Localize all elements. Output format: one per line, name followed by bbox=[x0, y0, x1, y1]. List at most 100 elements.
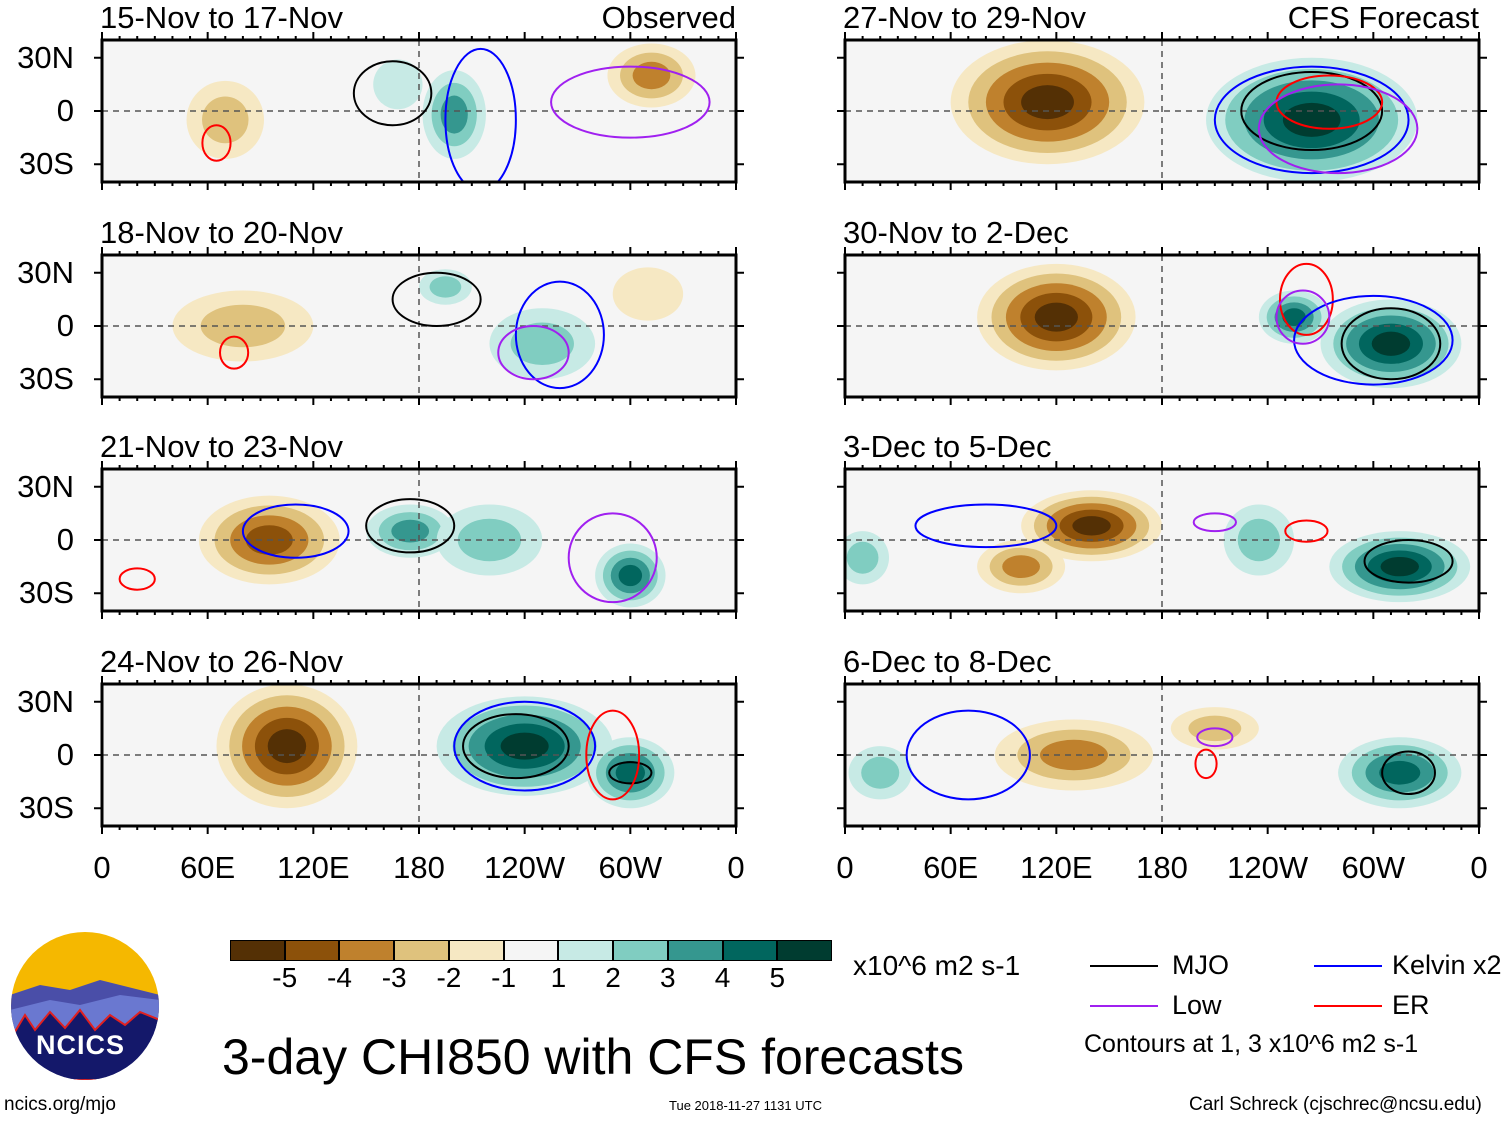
legend-line-kelvin bbox=[1314, 965, 1382, 967]
map-panel bbox=[102, 684, 736, 826]
contour-low bbox=[1196, 727, 1234, 748]
colorbar-label: -2 bbox=[436, 962, 462, 993]
contour-mjo bbox=[365, 498, 456, 554]
lon-tick-label: 120E bbox=[277, 850, 350, 885]
contour-er bbox=[118, 567, 156, 591]
panel-tag: Observed bbox=[601, 0, 736, 35]
contour-kelvin bbox=[1293, 294, 1454, 386]
anomaly-shading bbox=[1371, 331, 1411, 356]
map-panel bbox=[845, 255, 1479, 397]
anomaly-shading bbox=[440, 95, 468, 134]
colorbar-swatch bbox=[667, 940, 723, 961]
panel-title: 3-Dec to 5-Dec bbox=[843, 429, 1052, 464]
figure-title: 3-day CHI850 with CFS forecasts bbox=[222, 1029, 964, 1085]
contour-mjo bbox=[1340, 307, 1442, 381]
anomaly-shading bbox=[861, 756, 900, 789]
map-panel bbox=[845, 40, 1479, 182]
website-link[interactable]: ncics.org/mjo bbox=[4, 1094, 116, 1115]
colorbar-swatch bbox=[230, 940, 285, 961]
lon-tick-label: 0 bbox=[93, 850, 111, 885]
contour-mjo bbox=[608, 761, 653, 785]
lon-tick-label: 60W bbox=[598, 850, 663, 885]
legend-label: Kelvin x2 bbox=[1392, 950, 1502, 980]
colorbar-label: -4 bbox=[327, 962, 352, 993]
contour-er bbox=[1194, 748, 1218, 780]
contour-kelvin bbox=[514, 280, 605, 390]
colorbar-label: 2 bbox=[605, 962, 621, 993]
contour-mjo bbox=[1381, 750, 1436, 796]
contour-low bbox=[1192, 512, 1237, 533]
anomaly-shading bbox=[200, 304, 286, 348]
logo-text: NCICS bbox=[36, 1030, 126, 1060]
anomaly-shading bbox=[846, 541, 879, 574]
lon-tick-label: 120W bbox=[1227, 850, 1309, 885]
anomaly-shading bbox=[1034, 302, 1078, 332]
lon-tick-label: 120E bbox=[1020, 850, 1093, 885]
colorbar-label: 1 bbox=[550, 962, 567, 993]
panel-title: 21-Nov to 23-Nov bbox=[100, 429, 343, 464]
map-panel bbox=[102, 40, 736, 182]
colorbar-label: -3 bbox=[381, 962, 407, 993]
lat-tick-label: 30S bbox=[18, 575, 74, 611]
lon-tick-label: 60E bbox=[923, 850, 979, 885]
lat-tick-label: 0 bbox=[56, 93, 74, 128]
anomaly-shading bbox=[500, 732, 549, 760]
anomaly-shading bbox=[1237, 518, 1280, 562]
contour-kelvin bbox=[905, 709, 1031, 801]
lat-tick-label: 30N bbox=[17, 39, 74, 75]
contour-kelvin bbox=[241, 503, 350, 559]
map-panel bbox=[845, 469, 1479, 611]
colorbar-label: -1 bbox=[491, 962, 517, 993]
anomaly-shading bbox=[1002, 555, 1040, 579]
contour-kelvin bbox=[914, 503, 1058, 549]
colorbar-swatch bbox=[284, 940, 340, 961]
lat-tick-label: 30N bbox=[17, 468, 74, 504]
anomaly-shading bbox=[429, 276, 462, 298]
lat-tick-label: 30S bbox=[18, 146, 74, 182]
anomaly-shading bbox=[612, 267, 684, 321]
colorbar-label: 3 bbox=[660, 962, 676, 993]
contour-low bbox=[550, 65, 711, 139]
anomaly-shading bbox=[202, 96, 249, 144]
contour-low bbox=[497, 325, 570, 381]
panel-title: 15-Nov to 17-Nov bbox=[100, 0, 343, 35]
contour-mjo bbox=[1240, 70, 1384, 152]
contour-er bbox=[1275, 74, 1384, 130]
legend-line-low bbox=[1090, 1005, 1158, 1007]
colorbar-swatch bbox=[558, 940, 614, 961]
legend-line-er bbox=[1314, 1005, 1382, 1007]
map-panel bbox=[102, 255, 736, 397]
colorbar-swatch bbox=[448, 940, 504, 961]
lon-tick-label: 180 bbox=[393, 850, 445, 885]
panel-tag: CFS Forecast bbox=[1287, 0, 1479, 35]
contour-er bbox=[585, 709, 641, 801]
contour-mjo bbox=[352, 60, 433, 127]
legend-label: ER bbox=[1392, 990, 1430, 1020]
contour-kelvin bbox=[444, 47, 517, 182]
map-panel bbox=[845, 684, 1479, 826]
contour-er bbox=[201, 124, 232, 162]
lat-tick-label: 30N bbox=[17, 683, 74, 719]
anomaly-shading bbox=[618, 564, 643, 587]
legend-label: Low bbox=[1172, 990, 1222, 1020]
contour-note: Contours at 1, 3 x10^6 m2 s-1 bbox=[1084, 1030, 1419, 1058]
colorbar-swatch bbox=[339, 940, 395, 961]
colorbar-label: 4 bbox=[714, 962, 731, 993]
lat-tick-label: 0 bbox=[56, 522, 74, 557]
lat-tick-label: 0 bbox=[56, 308, 74, 343]
colorbar-swatch bbox=[613, 940, 668, 961]
contour-mjo bbox=[462, 713, 570, 780]
lon-tick-label: 180 bbox=[1136, 850, 1188, 885]
lat-tick-label: 0 bbox=[56, 737, 74, 772]
map-panel bbox=[102, 469, 736, 611]
panel-title: 30-Nov to 2-Dec bbox=[843, 215, 1069, 250]
contour-er bbox=[1284, 519, 1329, 543]
legend-label: MJO bbox=[1172, 950, 1229, 980]
lat-tick-label: 30N bbox=[17, 254, 74, 290]
colorbar-label: -5 bbox=[272, 962, 298, 993]
panel-title: 18-Nov to 20-Nov bbox=[100, 215, 343, 250]
anomaly-shading bbox=[1380, 556, 1419, 577]
contour-low bbox=[567, 512, 658, 604]
